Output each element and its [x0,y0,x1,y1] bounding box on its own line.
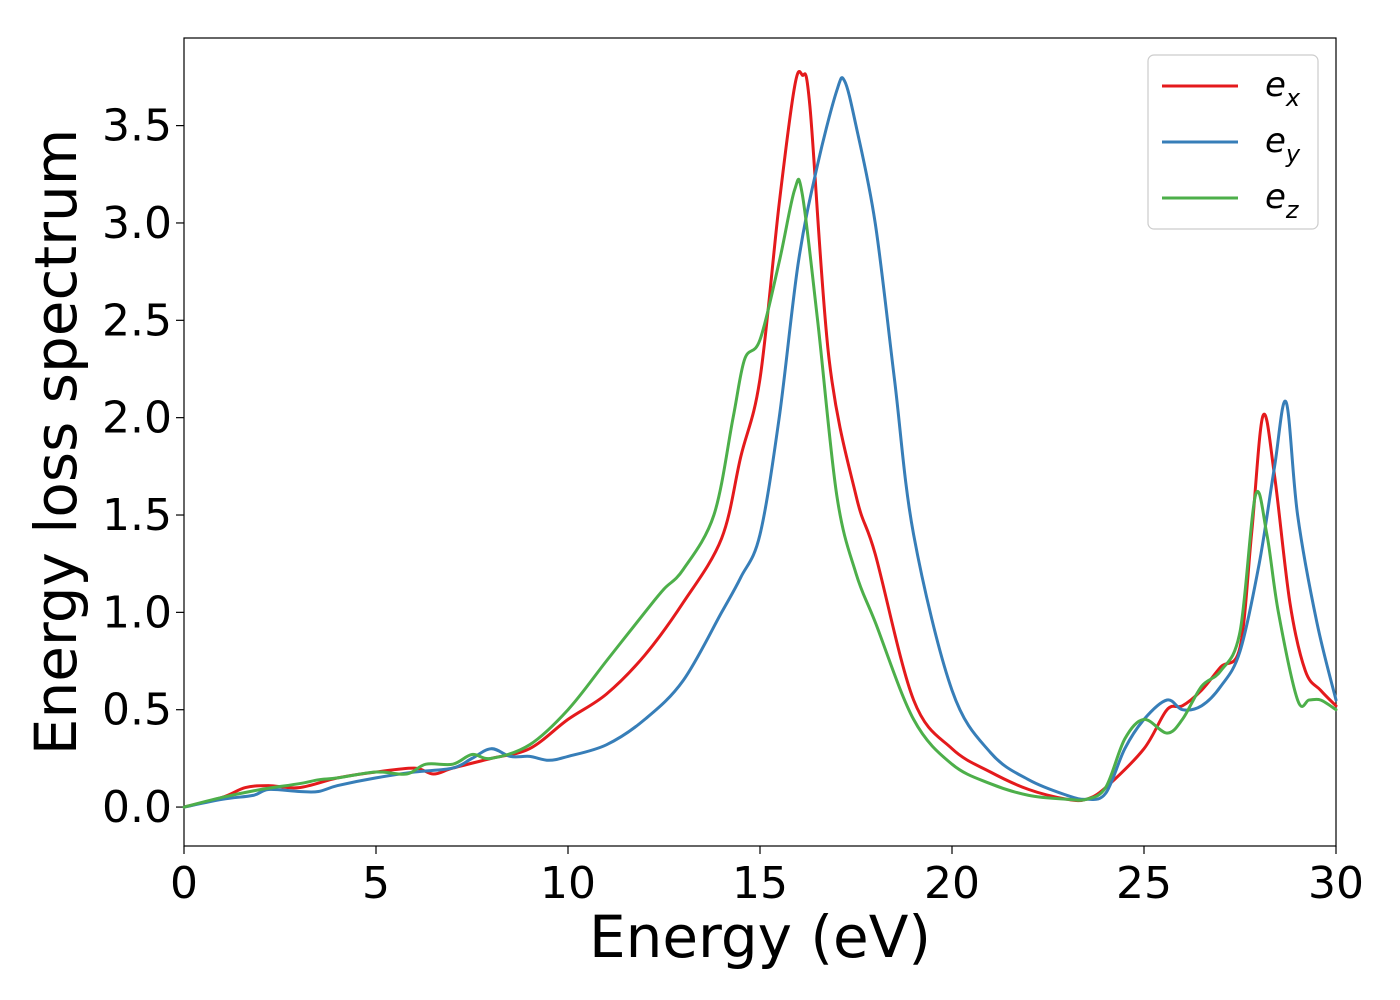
y-tick-label: 0.5 [102,685,172,736]
y-tick-label: 2.0 [102,393,172,444]
y-tick-label: 1.5 [102,490,172,541]
plot-frame [183,37,1337,847]
x-tick-label: 30 [1308,858,1364,909]
y-tick-label: 2.5 [102,295,172,346]
y-axis-label: Energy loss spectrum [22,129,90,755]
legend-label-base: e [1265,65,1286,105]
legend-label-base: e [1265,121,1286,161]
x-tick-label: 5 [362,858,390,909]
y-tick-label: 3.5 [102,101,172,152]
x-axis-label: Energy (eV) [589,903,931,971]
y-tick-label: 0.0 [102,782,172,833]
legend-label-z: ez [1265,177,1300,224]
legend-label-x: ex [1265,65,1301,112]
y-tick-label: 3.0 [102,198,172,249]
series-line-y [182,76,1338,809]
legend-label-base: e [1265,177,1286,217]
axis-ticks: 0 5 10 15 20 25 30 0.0 0.5 1.0 1.5 2.0 2.5 3.0 3.5 [102,101,1364,909]
legend-label-subscript: x [1285,84,1301,112]
x-tick-label: 10 [540,858,596,909]
y-tick-label: 1.0 [102,587,172,638]
x-tick-label: 25 [1116,858,1172,909]
x-tick-label: 0 [170,858,198,909]
x-tick-label: 15 [732,858,788,909]
x-tick-label: 20 [924,858,980,909]
series-line-z [182,177,1338,809]
legend-label-y: ey [1265,121,1301,168]
legend-label-subscript: y [1285,140,1301,168]
legend-label-subscript: z [1285,196,1300,224]
series-lines [182,70,1338,809]
